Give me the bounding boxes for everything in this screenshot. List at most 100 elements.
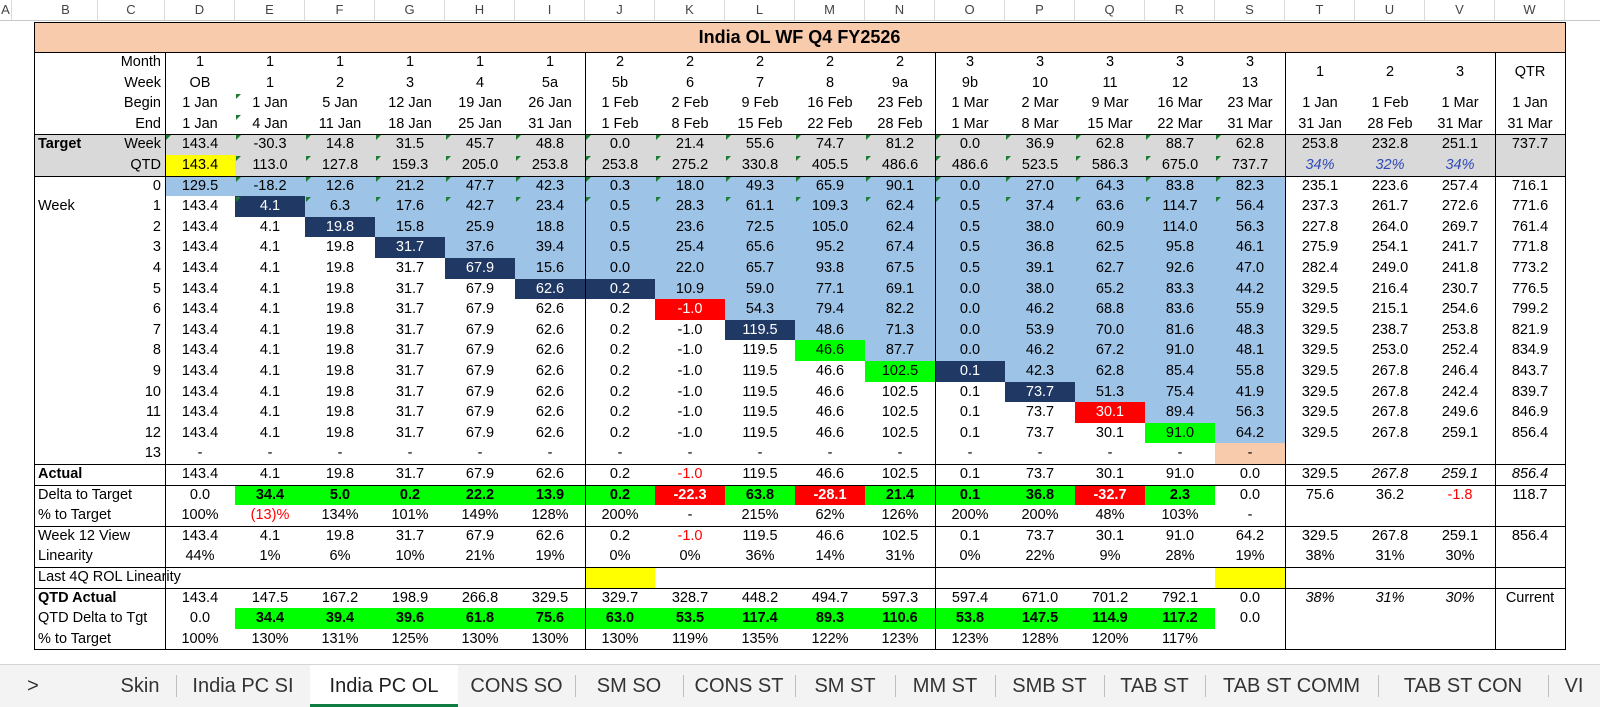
delta-cell[interactable]: -28.1 [795, 485, 865, 505]
target-week-cell[interactable]: 31.5 [395, 136, 425, 152]
qtd-delta-cell[interactable]: 34.4 [235, 608, 305, 629]
qtd-delta-cell[interactable]: 53.5 [655, 608, 725, 629]
week-value-cell[interactable]: 267.8 [1371, 404, 1409, 420]
week-row-number[interactable]: 13 [144, 445, 161, 461]
week-value-cell[interactable]: 109.3 [795, 196, 865, 217]
actual-cell[interactable]: 62.6 [535, 466, 565, 482]
week-value-cell[interactable]: -1.0 [677, 322, 703, 338]
week-value-cell[interactable]: 67.4 [865, 237, 935, 258]
column-letter-w[interactable]: W [1495, 0, 1565, 20]
delta-cell[interactable]: 63.8 [725, 485, 795, 505]
week-row-number[interactable]: 11 [145, 404, 161, 420]
linearity-cell[interactable]: 28% [1165, 548, 1195, 564]
column-letter-l[interactable]: L [725, 0, 795, 20]
sheet-tab-cons-st[interactable]: CONS ST [694, 675, 784, 697]
qtd-pct-cell[interactable]: 130% [601, 631, 639, 647]
sheet-tab-skin[interactable]: Skin [120, 675, 160, 697]
week-value-cell[interactable]: 79.4 [795, 299, 865, 320]
qtd-pct-cell[interactable]: 131% [321, 631, 359, 647]
week-value-cell[interactable]: 31.7 [395, 281, 425, 297]
qtd-pct-cell[interactable]: 122% [811, 631, 849, 647]
week-value-cell[interactable]: 46.2 [1005, 340, 1075, 361]
actual-cell[interactable]: 73.7 [1025, 466, 1055, 482]
week-value-cell[interactable]: 60.9 [1075, 217, 1145, 237]
last4q-highlight-cell[interactable] [585, 567, 655, 588]
pct-cell[interactable]: 200% [951, 507, 989, 523]
header-cell[interactable]: 28 Feb [877, 116, 923, 132]
w12view-cell[interactable]: 67.9 [465, 528, 495, 544]
week-value-cell[interactable]: 19.8 [325, 281, 355, 297]
week-value-cell[interactable]: 0.1 [935, 361, 1005, 382]
target-qtd-cell[interactable]: 32% [1375, 157, 1405, 173]
week-value-cell[interactable]: 821.9 [1511, 322, 1549, 338]
week-value-cell[interactable]: 48.1 [1215, 340, 1285, 361]
week-value-cell[interactable]: - [337, 445, 343, 461]
actual-cell[interactable]: 67.9 [465, 466, 495, 482]
header-cell[interactable]: 1 Jan [182, 95, 218, 111]
column-letter-p[interactable]: P [1005, 0, 1075, 20]
week-value-cell[interactable]: 19.8 [325, 384, 355, 400]
week-value-cell[interactable]: 275.9 [1301, 239, 1339, 255]
qtd-pct-cell[interactable]: 119% [671, 631, 708, 647]
week-value-cell[interactable]: 73.7 [1025, 425, 1055, 441]
week-value-cell[interactable]: 69.1 [865, 279, 935, 299]
qtd-delta-cell[interactable] [1495, 608, 1565, 629]
header-cell[interactable]: 22 Mar [1157, 116, 1203, 132]
target-week-cell[interactable]: 62.8 [1095, 136, 1125, 152]
week-value-cell[interactable]: 143.4 [181, 322, 219, 338]
pct-cell[interactable] [1495, 505, 1565, 526]
qtd-delta-cell[interactable]: 117.4 [725, 608, 795, 629]
week-value-cell[interactable]: 55.8 [1215, 361, 1285, 382]
actual-cell[interactable]: 4.1 [259, 466, 281, 482]
qtd-delta-cell[interactable]: 147.5 [1005, 608, 1075, 629]
week-value-cell[interactable]: 56.3 [1215, 217, 1285, 237]
week-value-cell[interactable]: -1.0 [677, 342, 703, 358]
header-cell[interactable]: 3 [1455, 64, 1465, 80]
header-cell[interactable]: 12 [1171, 75, 1189, 91]
header-cell[interactable]: 5b [611, 75, 629, 91]
week-value-cell[interactable]: 22.0 [655, 258, 725, 279]
week-value-cell[interactable]: 249.0 [1371, 260, 1409, 276]
week-value-cell[interactable]: 119.5 [742, 363, 778, 379]
week-value-cell[interactable]: 67.9 [465, 301, 495, 317]
target-week-cell[interactable]: 0.0 [609, 136, 631, 152]
header-cell[interactable]: 1 [475, 54, 485, 70]
week-value-cell[interactable]: 143.4 [181, 260, 219, 276]
qtd-pct-cell[interactable]: 123% [951, 631, 989, 647]
header-label[interactable]: Month [120, 54, 161, 70]
week-value-cell[interactable]: 55.9 [1215, 299, 1285, 320]
qtd-delta-cell[interactable]: 75.6 [515, 608, 585, 629]
header-cell[interactable]: 28 Feb [1367, 116, 1413, 132]
qtd-actual-cell[interactable]: 597.3 [881, 590, 919, 606]
header-cell[interactable]: QTR [1514, 64, 1546, 80]
header-cell[interactable]: 1 Mar [1441, 95, 1479, 111]
last4q-label[interactable]: Last 4Q ROL Linearity [38, 569, 181, 585]
week-value-cell[interactable]: 259.1 [1441, 425, 1479, 441]
week-value-cell[interactable]: -18.2 [235, 176, 305, 196]
week-value-cell[interactable]: -1.0 [677, 404, 703, 420]
week-value-cell[interactable]: 0.5 [935, 196, 1005, 217]
linearity-cell[interactable]: 9% [1099, 548, 1121, 564]
week-value-cell[interactable]: 0.5 [585, 196, 655, 217]
week-value-cell[interactable]: 771.8 [1511, 239, 1549, 255]
target-qtd-cell[interactable]: 330.8 [741, 157, 779, 173]
pct-cell[interactable]: 62% [815, 507, 845, 523]
target-week-cell[interactable]: 48.8 [535, 136, 565, 152]
week-value-cell[interactable]: 4.1 [259, 342, 281, 358]
qtd-delta-cell[interactable] [1425, 608, 1495, 629]
delta-cell[interactable]: -32.7 [1075, 485, 1145, 505]
column-letter-j[interactable]: J [585, 0, 655, 20]
week-value-cell[interactable]: 237.3 [1301, 198, 1339, 214]
week-value-cell[interactable]: -1.0 [677, 384, 703, 400]
target-qtd-cell[interactable] [1495, 155, 1565, 176]
week-value-cell[interactable]: 91.0 [1145, 423, 1215, 443]
w12view-cell[interactable]: 30.1 [1095, 528, 1125, 544]
week-value-cell[interactable]: 0.5 [585, 237, 655, 258]
qtd-pct-cell[interactable]: 100% [181, 631, 219, 647]
header-cell[interactable]: 11 Jan [318, 116, 362, 132]
week-value-cell[interactable]: 46.6 [815, 425, 845, 441]
w12view-cell[interactable]: 329.5 [1301, 528, 1339, 544]
header-cell[interactable]: 16 Feb [807, 95, 853, 111]
week-row-number[interactable]: 6 [152, 301, 161, 317]
week-value-cell[interactable]: 62.6 [535, 384, 565, 400]
